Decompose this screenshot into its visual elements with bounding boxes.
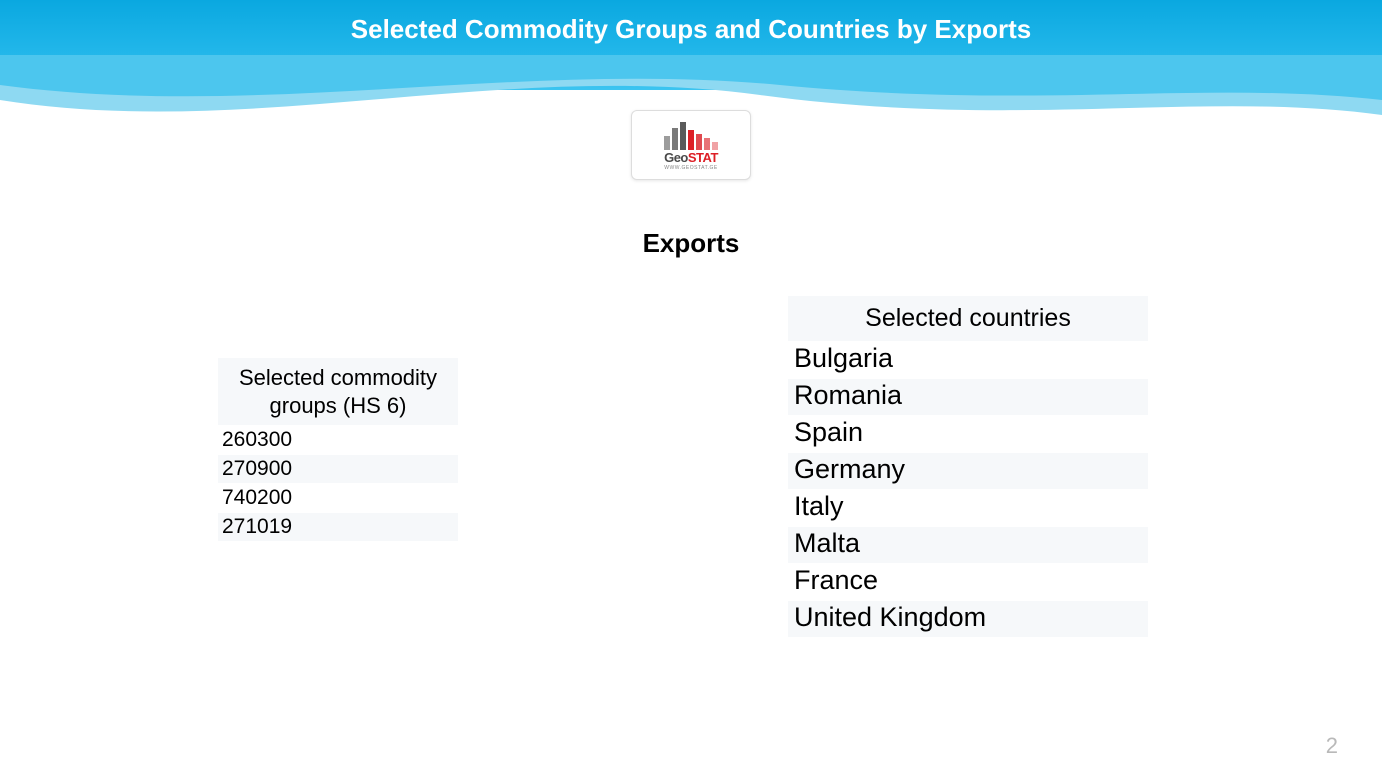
geostat-logo: GeoSTAT WWW.GEOSTAT.GE: [631, 110, 751, 180]
commodity-table: Selected commodity groups (HS 6) 2603002…: [218, 358, 458, 542]
logo-subtext: WWW.GEOSTAT.GE: [664, 165, 717, 171]
countries-table-header: Selected countries: [788, 296, 1148, 342]
countries-table: Selected countries BulgariaRomaniaSpainG…: [788, 296, 1148, 638]
table-row: Spain: [788, 416, 1148, 453]
logo-bar-icon: [712, 142, 718, 150]
table-row: Romania: [788, 379, 1148, 416]
table-row: 740200: [218, 484, 458, 513]
page-title: Selected Commodity Groups and Countries …: [0, 14, 1382, 45]
logo-bars-icon: [664, 120, 718, 150]
table-row: 270900: [218, 455, 458, 484]
commodity-table-header: Selected commodity groups (HS 6): [218, 358, 458, 426]
logo-bar-icon: [704, 138, 710, 150]
page-number: 2: [1326, 733, 1338, 759]
logo-bar-icon: [680, 122, 686, 150]
table-row: 271019: [218, 513, 458, 542]
logo-bar-icon: [696, 134, 702, 150]
logo-text-left: Geo: [664, 150, 688, 165]
table-row: Bulgaria: [788, 342, 1148, 379]
table-row: Italy: [788, 490, 1148, 527]
table-row: France: [788, 564, 1148, 601]
table-row: Germany: [788, 453, 1148, 490]
table-row: 260300: [218, 426, 458, 455]
logo-bar-icon: [664, 136, 670, 150]
logo-text: GeoSTAT: [664, 150, 718, 165]
logo-bar-icon: [688, 130, 694, 150]
logo-bar-icon: [672, 128, 678, 150]
section-label: Exports: [0, 228, 1382, 259]
table-row: Malta: [788, 527, 1148, 564]
logo-text-right: STAT: [688, 150, 718, 165]
table-row: United Kingdom: [788, 601, 1148, 638]
